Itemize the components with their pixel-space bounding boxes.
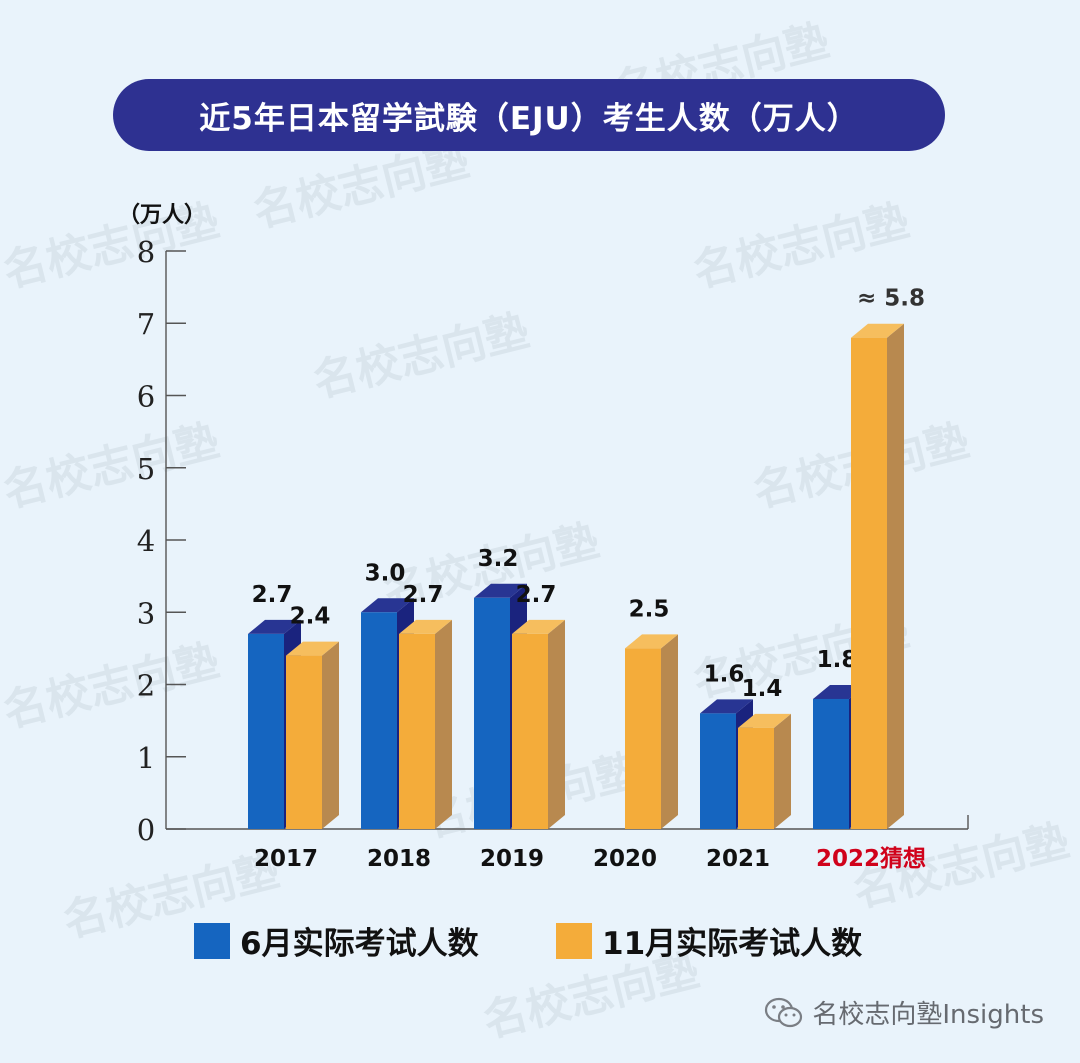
legend-item-june: 6月实际考试人数	[194, 918, 479, 963]
bar-top	[286, 641, 339, 656]
bar-side	[322, 641, 339, 829]
y-tick-label: 7	[137, 307, 155, 341]
bar	[512, 633, 548, 829]
data-label: 2.7	[403, 582, 444, 608]
bar	[286, 655, 322, 829]
bar-side	[435, 619, 452, 829]
bar	[738, 727, 774, 829]
x-tick-label: 2022猜想	[816, 845, 926, 872]
y-tick-label: 1	[137, 741, 155, 775]
bar	[813, 698, 849, 829]
bar	[474, 597, 510, 829]
data-label: 2.7	[252, 582, 293, 608]
y-tick-label: 3	[137, 596, 155, 630]
y-tick-label: 4	[137, 524, 155, 558]
legend-item-november: 11月实际考试人数	[556, 918, 862, 963]
data-label: 2.5	[629, 596, 670, 622]
legend-label-june: 6月实际考试人数	[240, 926, 479, 962]
bar-top	[625, 634, 678, 649]
x-tick-label: 2019	[480, 846, 544, 872]
legend: 6月实际考试人数 11月实际考试人数	[0, 918, 1080, 966]
legend-swatch-june	[194, 922, 230, 959]
legend-label-november: 11月实际考试人数	[602, 926, 863, 962]
y-tick-label: 2	[137, 669, 155, 703]
y-axis-label: （万人）	[118, 203, 206, 228]
data-label: 1.8	[817, 647, 858, 673]
bar-side	[774, 713, 791, 829]
data-label: 1.6	[704, 661, 745, 687]
bar-top	[399, 619, 452, 634]
wechat-icon	[765, 997, 803, 1027]
bar-side	[548, 619, 565, 829]
bar-top	[474, 583, 527, 598]
data-label: 3.0	[365, 560, 406, 586]
bar-chart: （万人）0123456782.72.420173.02.720183.22.72…	[118, 203, 969, 872]
bar-top	[851, 323, 904, 338]
y-tick-label: 0	[137, 813, 155, 847]
bar-top	[361, 598, 414, 613]
data-label: 2.7	[516, 582, 557, 608]
y-tick-label: 8	[137, 235, 155, 269]
y-tick-label: 5	[137, 452, 155, 486]
brand-text: 名校志向塾Insights	[812, 1000, 1044, 1030]
bar	[700, 713, 736, 829]
x-tick-label: 2021	[706, 846, 770, 872]
bar-top	[512, 619, 565, 634]
bar	[399, 633, 435, 829]
bar	[625, 648, 661, 829]
chart-title: 近5年日本留学試験（EJU）考生人数（万人）	[113, 79, 945, 151]
bar-side	[887, 323, 904, 829]
data-label: ≈ 5.8	[857, 286, 925, 312]
x-tick-label: 2017	[254, 846, 318, 872]
bar-top	[700, 699, 753, 714]
data-label: 3.2	[478, 546, 519, 572]
bar-top	[738, 713, 791, 728]
x-tick-label: 2018	[367, 846, 431, 872]
legend-swatch-november	[556, 922, 592, 959]
bar	[851, 337, 887, 829]
chart-title-text: 近5年日本留学試験（EJU）考生人数（万人）	[199, 100, 859, 137]
bar-top	[248, 619, 301, 634]
bar	[361, 612, 397, 829]
x-tick-label: 2020	[593, 846, 657, 872]
y-tick-label: 6	[137, 380, 155, 414]
brand-watermark: 名校志向塾Insights	[764, 994, 1044, 1031]
bar	[248, 633, 284, 829]
bar-side	[661, 634, 678, 829]
data-label: 2.4	[290, 604, 331, 630]
data-label: 1.4	[742, 676, 783, 702]
